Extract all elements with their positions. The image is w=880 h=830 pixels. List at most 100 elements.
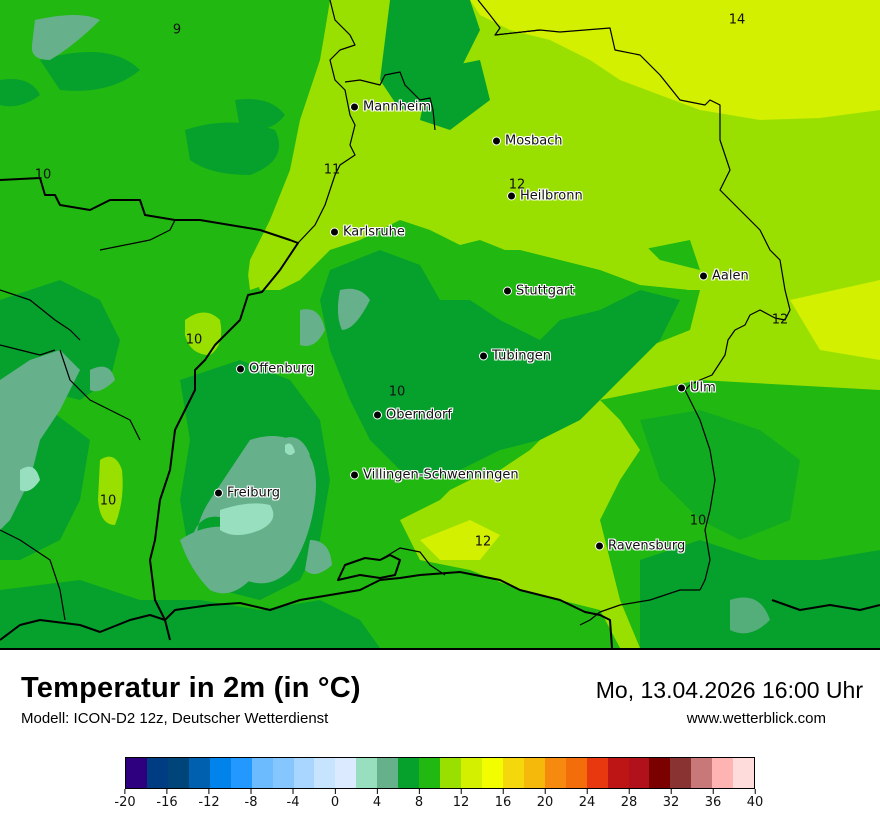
- colorbar-segment: [523, 758, 545, 788]
- colorbar-segment: [586, 758, 608, 788]
- colorbar-segment: [356, 758, 378, 788]
- city-heilbronn: Heilbronn: [507, 189, 583, 204]
- colorbar-tick: 32: [663, 789, 679, 810]
- colorbar-segment: [146, 758, 168, 788]
- city-marker-icon: [330, 227, 339, 237]
- colorbar-segment: [314, 758, 336, 788]
- colorbar-segment: [565, 758, 587, 788]
- colorbar-segment: [712, 758, 734, 788]
- isoline-label: 10: [185, 332, 203, 348]
- city-marker-icon: [214, 488, 223, 498]
- city-mannheim: Mannheim: [350, 100, 431, 115]
- city-label: Tübingen: [492, 348, 551, 364]
- city-marker-icon: [699, 271, 708, 281]
- colorbar-tick-label: 8: [414, 795, 424, 810]
- colorbar-segment: [607, 758, 629, 788]
- colorbar-tick: 16: [494, 789, 512, 810]
- city-marker-icon: [350, 470, 359, 480]
- city-freiburg: Freiburg: [214, 486, 280, 501]
- colorbar-tick-label: 12: [452, 795, 470, 810]
- colorbar-tick: 36: [705, 789, 721, 810]
- model-source: Modell: ICON-D2 12z, Deutscher Wetterdie…: [21, 710, 329, 727]
- city-marker-icon: [236, 364, 245, 374]
- city-label: Aalen: [712, 268, 749, 284]
- colorbar-tick-label: 4: [372, 795, 382, 810]
- website-link[interactable]: www.wetterblick.com: [686, 710, 826, 727]
- city-label: Stuttgart: [516, 283, 575, 299]
- isoline-label: 10: [99, 493, 117, 509]
- colorbar-tick: -4: [286, 789, 300, 810]
- colorbar-segment: [230, 758, 252, 788]
- isoline-label: 10: [689, 513, 707, 529]
- colorbar-tick-label: 16: [494, 795, 512, 810]
- isoline-label: 12: [771, 312, 789, 328]
- city-label: Ravensburg: [608, 538, 686, 554]
- colorbar-segment: [628, 758, 650, 788]
- colorbar-segment: [481, 758, 503, 788]
- colorbar-segment: [272, 758, 294, 788]
- isoline-label: 10: [34, 167, 52, 183]
- colorbar-segment: [126, 758, 147, 788]
- colorbar-segment: [544, 758, 566, 788]
- colorbar-tick-label: 0: [330, 795, 340, 810]
- temperature-map: 9 14 10 11 12 12 10 10 10 10 12 Mannheim…: [0, 0, 880, 650]
- colorbar-segment: [461, 758, 482, 788]
- isoline-label: 12: [474, 534, 492, 550]
- city-marker-icon: [503, 286, 512, 296]
- colorbar-tick: 4: [373, 789, 381, 810]
- colorbar-segment: [209, 758, 231, 788]
- temperature-colorbar: [125, 757, 755, 789]
- city-marker-icon: [350, 102, 359, 112]
- colorbar-segment: [188, 758, 210, 788]
- colorbar-segment: [398, 758, 420, 788]
- colorbar-tick-label: -16: [156, 795, 178, 810]
- colorbar-segment: [377, 758, 399, 788]
- city-villingen-schwenningen: Villingen-Schwenningen: [350, 468, 519, 483]
- colorbar-segment: [733, 758, 755, 788]
- city-label: Ulm: [690, 380, 716, 396]
- city-marker-icon: [507, 191, 516, 201]
- colorbar-segment: [293, 758, 315, 788]
- city-label: Mannheim: [363, 99, 432, 115]
- colorbar-segment: [419, 758, 441, 788]
- city-aalen: Aalen: [699, 269, 749, 284]
- city-marker-icon: [595, 541, 604, 551]
- city-karlsruhe: Karlsruhe: [330, 225, 405, 240]
- colorbar-tick: -12: [198, 789, 220, 810]
- isoline-label: 11: [323, 162, 341, 178]
- city-marker-icon: [492, 136, 501, 146]
- city-marker-icon: [677, 383, 686, 393]
- colorbar-tick-label: 20: [536, 795, 554, 810]
- colorbar-tick-label: 40: [746, 795, 764, 810]
- colorbar-tick: 40: [746, 789, 764, 810]
- colorbar-tick: 12: [452, 789, 470, 810]
- map-title: Temperatur in 2m (in °C): [21, 672, 361, 704]
- colorbar-tick: 28: [621, 789, 637, 810]
- colorbar-segment: [502, 758, 524, 788]
- isoline-label: 14: [728, 12, 746, 28]
- colorbar-segment: [649, 758, 671, 788]
- city-stuttgart: Stuttgart: [503, 284, 574, 299]
- colorbar-segment: [440, 758, 461, 788]
- isoline-label: 10: [388, 384, 406, 400]
- city-label: Villingen-Schwenningen: [363, 467, 519, 483]
- colorbar-segment: [167, 758, 189, 788]
- colorbar-tick-label: -20: [114, 795, 136, 810]
- isoline-label: 12: [508, 177, 526, 193]
- map-canvas: [0, 0, 880, 648]
- isoline-label: 9: [172, 22, 182, 38]
- city-ravensburg: Ravensburg: [595, 539, 685, 554]
- colorbar-tick: -8: [244, 789, 258, 810]
- colorbar-ticks: -20 -16 -12 -8 -4 0 4 8 12 16 20 24 28 32 36 40: [114, 789, 763, 819]
- colorbar-segment: [670, 758, 692, 788]
- colorbar-segment: [251, 758, 273, 788]
- city-label: Heilbronn: [520, 188, 583, 204]
- colorbar-tick: -20: [114, 789, 136, 810]
- colorbar-tick-label: -4: [286, 795, 300, 810]
- city-ulm: Ulm: [677, 381, 716, 396]
- colorbar-tick: 8: [415, 789, 423, 810]
- city-label: Freiburg: [227, 485, 281, 501]
- city-offenburg: Offenburg: [236, 362, 314, 377]
- colorbar-tick-label: -8: [244, 795, 258, 810]
- city-marker-icon: [479, 351, 488, 361]
